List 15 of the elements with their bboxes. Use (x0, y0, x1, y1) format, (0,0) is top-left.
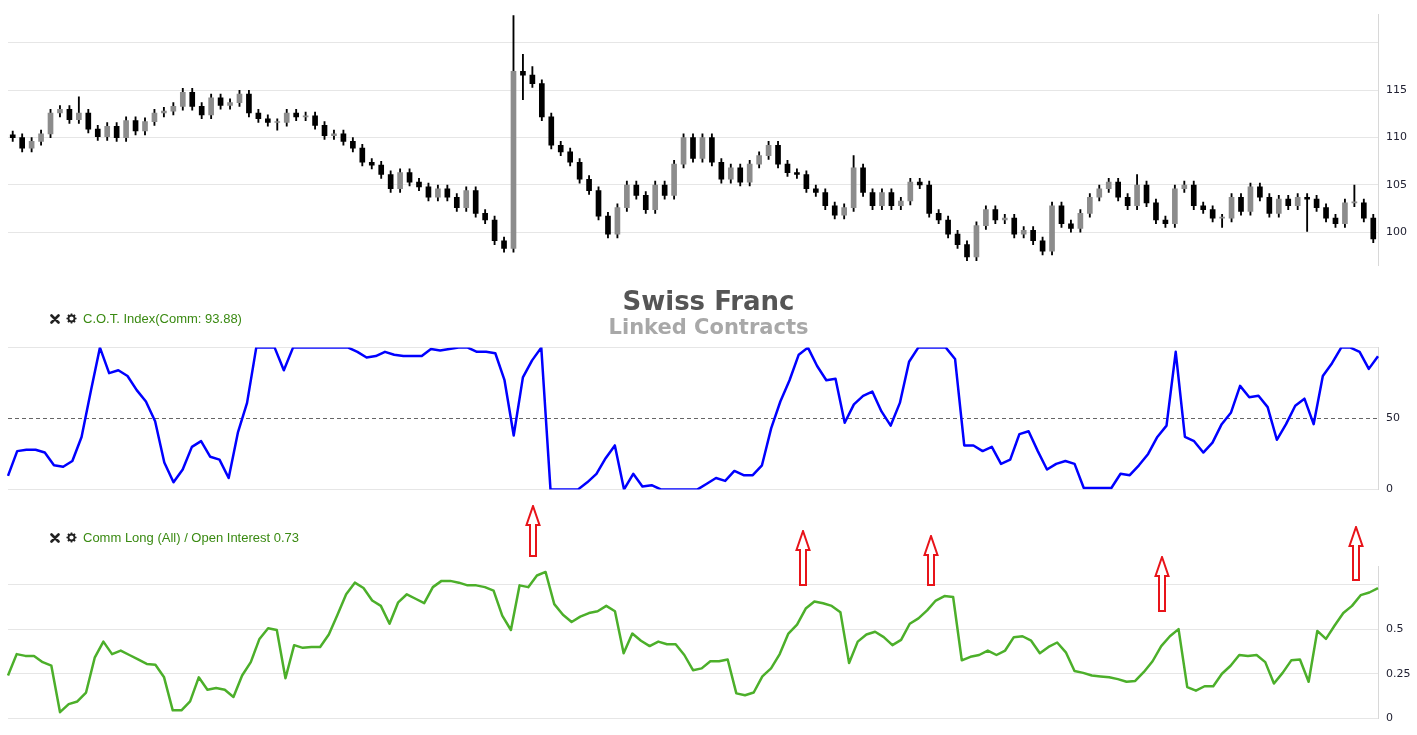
y-tick-label: 105 (1386, 177, 1407, 191)
y-tick-label: 110 (1386, 130, 1407, 144)
text: Swiss Franc (622, 286, 795, 316)
y-tick-label: 0 (1386, 711, 1393, 725)
y-tick-label: 115 (1386, 83, 1407, 97)
y-tick-label: 100 (1386, 225, 1407, 239)
y-tick-label: 0.5 (1386, 621, 1404, 635)
chart-title: C.O.T. Index(Comm: 93.88) (83, 311, 242, 326)
y-tick-label: 0.25 (1386, 666, 1411, 680)
candlestick (520, 54, 526, 101)
y-tick-label: 0 (1386, 482, 1393, 496)
candlestick (274, 118, 281, 131)
chart-title: Comm Long (All) / Open Interest 0.73 (83, 530, 300, 545)
y-tick-label: 50 (1386, 411, 1400, 425)
text: Linked Contracts (608, 315, 809, 339)
